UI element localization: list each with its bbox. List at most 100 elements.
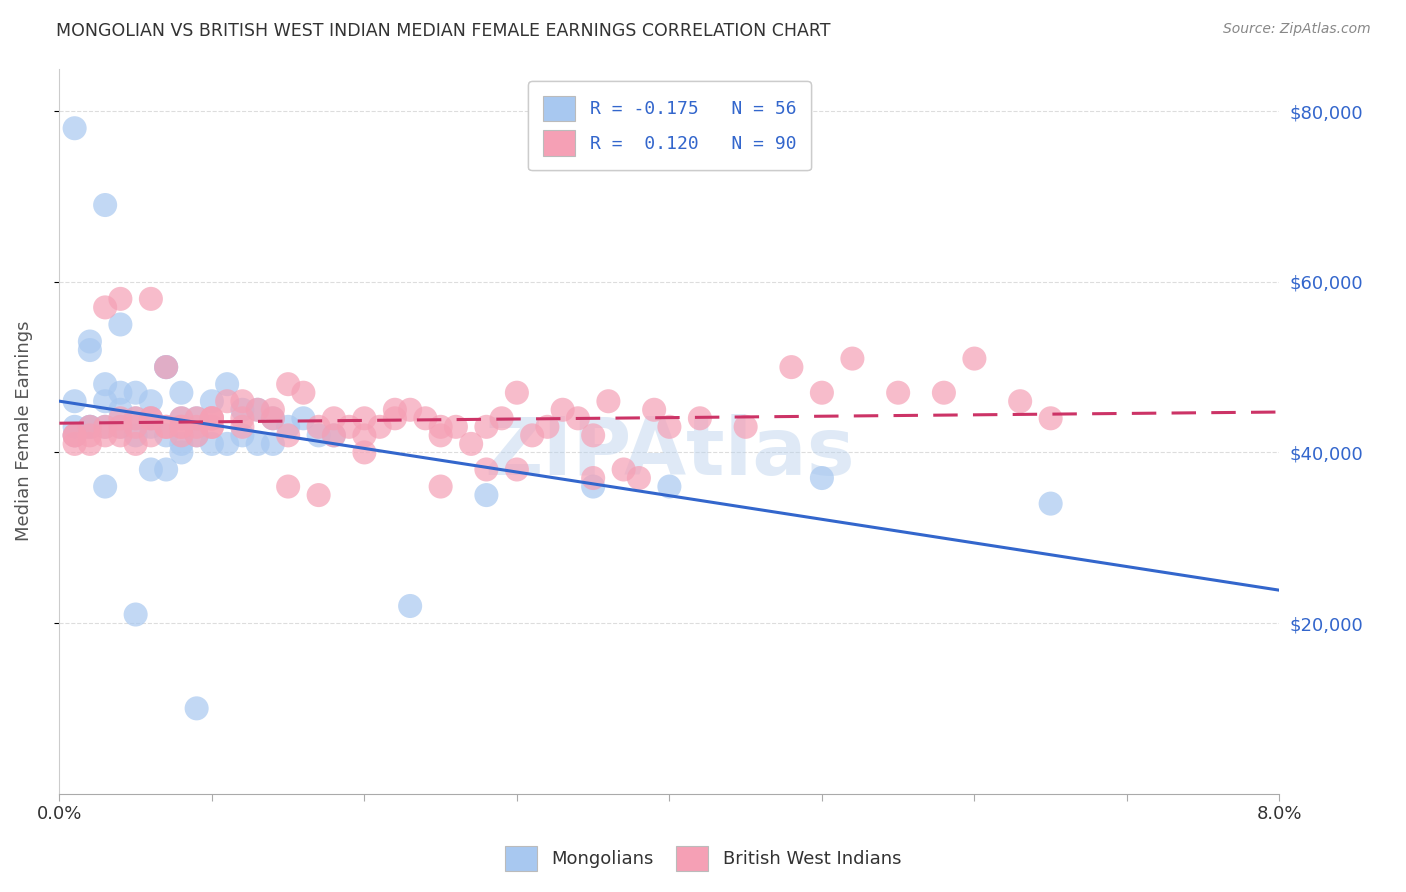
Text: MONGOLIAN VS BRITISH WEST INDIAN MEDIAN FEMALE EARNINGS CORRELATION CHART: MONGOLIAN VS BRITISH WEST INDIAN MEDIAN …: [56, 22, 831, 40]
Point: [368, 420, 391, 434]
Point: [186, 428, 208, 442]
Point: [582, 428, 605, 442]
Text: ZIPAtlas: ZIPAtlas: [484, 414, 855, 491]
Point: [841, 351, 863, 366]
Point: [201, 394, 224, 409]
Point: [63, 394, 86, 409]
Point: [170, 420, 193, 434]
Point: [79, 343, 101, 357]
Point: [322, 428, 344, 442]
Point: [155, 428, 177, 442]
Point: [217, 394, 239, 409]
Point: [384, 411, 406, 425]
Text: Source: ZipAtlas.com: Source: ZipAtlas.com: [1223, 22, 1371, 37]
Point: [292, 411, 315, 425]
Point: [277, 377, 299, 392]
Point: [94, 377, 117, 392]
Point: [110, 402, 132, 417]
Point: [399, 599, 422, 613]
Point: [551, 402, 574, 417]
Point: [598, 394, 620, 409]
Point: [79, 420, 101, 434]
Point: [110, 385, 132, 400]
Point: [94, 420, 117, 434]
Point: [186, 420, 208, 434]
Point: [94, 428, 117, 442]
Point: [79, 437, 101, 451]
Point: [277, 479, 299, 493]
Point: [139, 411, 162, 425]
Point: [110, 318, 132, 332]
Point: [963, 351, 986, 366]
Point: [170, 385, 193, 400]
Point: [231, 402, 253, 417]
Point: [217, 437, 239, 451]
Point: [139, 462, 162, 476]
Point: [155, 462, 177, 476]
Point: [94, 420, 117, 434]
Point: [429, 479, 451, 493]
Point: [124, 607, 146, 622]
Point: [643, 402, 665, 417]
Point: [322, 411, 344, 425]
Point: [277, 428, 299, 442]
Point: [63, 420, 86, 434]
Point: [246, 437, 269, 451]
Point: [139, 394, 162, 409]
Point: [139, 420, 162, 434]
Point: [506, 385, 529, 400]
Point: [124, 385, 146, 400]
Legend: Mongolians, British West Indians: Mongolians, British West Indians: [498, 838, 908, 879]
Point: [170, 420, 193, 434]
Point: [353, 428, 375, 442]
Point: [399, 402, 422, 417]
Point: [262, 402, 284, 417]
Point: [475, 462, 498, 476]
Point: [201, 420, 224, 434]
Point: [217, 377, 239, 392]
Point: [79, 420, 101, 434]
Point: [79, 420, 101, 434]
Point: [94, 301, 117, 315]
Point: [139, 411, 162, 425]
Point: [780, 360, 803, 375]
Point: [186, 428, 208, 442]
Point: [139, 428, 162, 442]
Point: [308, 488, 330, 502]
Point: [277, 420, 299, 434]
Point: [1039, 411, 1062, 425]
Point: [429, 420, 451, 434]
Point: [811, 385, 834, 400]
Point: [124, 411, 146, 425]
Point: [110, 420, 132, 434]
Point: [124, 437, 146, 451]
Point: [613, 462, 636, 476]
Point: [1039, 497, 1062, 511]
Point: [475, 420, 498, 434]
Point: [63, 437, 86, 451]
Point: [231, 411, 253, 425]
Point: [124, 428, 146, 442]
Point: [353, 411, 375, 425]
Point: [384, 402, 406, 417]
Point: [429, 428, 451, 442]
Point: [63, 428, 86, 442]
Point: [94, 394, 117, 409]
Point: [308, 428, 330, 442]
Point: [201, 420, 224, 434]
Y-axis label: Median Female Earnings: Median Female Earnings: [15, 321, 32, 541]
Point: [246, 402, 269, 417]
Point: [536, 420, 558, 434]
Point: [415, 411, 437, 425]
Point: [582, 479, 605, 493]
Point: [658, 479, 681, 493]
Point: [201, 411, 224, 425]
Point: [63, 121, 86, 136]
Point: [155, 420, 177, 434]
Point: [170, 445, 193, 459]
Point: [460, 437, 482, 451]
Point: [201, 437, 224, 451]
Point: [79, 428, 101, 442]
Legend: R = -0.175   N = 56, R =  0.120   N = 90: R = -0.175 N = 56, R = 0.120 N = 90: [529, 81, 811, 170]
Point: [94, 198, 117, 212]
